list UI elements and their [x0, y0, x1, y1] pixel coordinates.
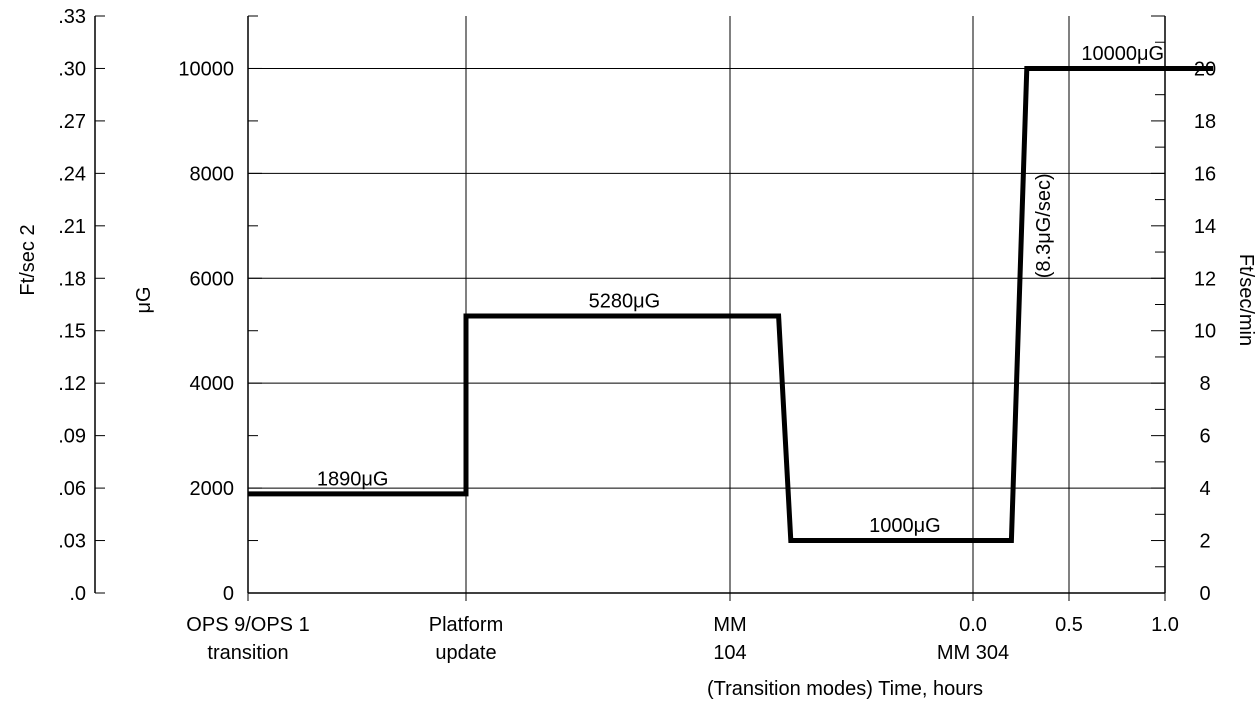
series [248, 66, 1213, 543]
x-category-label: 0.0 [959, 614, 987, 636]
annotation-label: (8.3μG/sec) [1033, 173, 1055, 278]
tick-label-ft-sec-min: 10 [1194, 321, 1216, 343]
series-line [248, 66, 1213, 543]
ylabel-left-outer: Ft/sec 2 [17, 224, 39, 295]
ylabel-right: Ft/sec/min [1235, 254, 1256, 346]
x-time-tick-label: 0.5 [1055, 614, 1083, 636]
tick-label-ug: 4000 [190, 373, 235, 395]
tick-label-ft-sec2: .09 [58, 426, 86, 448]
tick-label-ft-sec-min: 6 [1199, 426, 1210, 448]
tick-label-ft-sec2: .06 [58, 478, 86, 500]
tick-label-ft-sec2: .15 [58, 321, 86, 343]
x-category-label: Platform [429, 614, 503, 636]
x-category-label: transition [207, 642, 288, 664]
annotation-label: 1890μG [317, 468, 389, 490]
tick-label-ft-sec2: .33 [58, 6, 86, 28]
tick-label-ft-sec-min: 14 [1194, 216, 1216, 238]
x-category-label: MM 304 [937, 642, 1009, 664]
tick-label-ft-sec-min: 16 [1194, 163, 1216, 185]
tick-label-ft-sec-min: 4 [1199, 478, 1210, 500]
tick-label-ft-sec-min: 8 [1199, 373, 1210, 395]
tick-label-ft-sec-min: 18 [1194, 111, 1216, 133]
tick-label-ug: 6000 [190, 268, 235, 290]
tick-label-ug: 8000 [190, 163, 235, 185]
tick-label-ft-sec2: .18 [58, 268, 86, 290]
tick-label-ug: 0 [223, 583, 234, 605]
annotation-label: 10000μG [1081, 43, 1164, 65]
tick-label-ft-sec2: .24 [58, 163, 86, 185]
tick-label-ft-sec2: .30 [58, 58, 86, 80]
tick-label-ft-sec2: .12 [58, 373, 86, 395]
x-time-tick-label: 1.0 [1151, 614, 1179, 636]
x-category-label: update [435, 642, 496, 664]
annotation-label: 5280μG [589, 291, 661, 313]
x-axis-title: (Transition modes) Time, hours [707, 678, 983, 700]
tick-label-ft-sec-min: 2 [1199, 531, 1210, 553]
x-category-label: OPS 9/OPS 1 [186, 614, 309, 636]
tick-label-ft-sec-min: 12 [1194, 268, 1216, 290]
ticks: 0 2000 4000 6000 8000 10000 .0 .03 .06 .09 .12 .15.… [58, 6, 1216, 605]
x-category-label: 104 [713, 642, 746, 664]
tick-label-ft-sec-min: 0 [1199, 583, 1210, 605]
tick-label-ft-sec2: .0 [69, 583, 86, 605]
ylabel-left-inner: μG [133, 286, 155, 313]
labels: OPS 9/OPS 1 transition Platform update MM 104… [186, 43, 1179, 664]
tick-label-ug: 10000 [178, 58, 234, 80]
tick-label-ft-sec2: .27 [58, 111, 86, 133]
tick-label-ft-sec2: .03 [58, 531, 86, 553]
tick-label-ft-sec2: .21 [58, 216, 86, 238]
annotation-label: 1000μG [869, 515, 941, 537]
tick-label-ug: 2000 [190, 478, 235, 500]
x-category-label: MM [713, 614, 746, 636]
